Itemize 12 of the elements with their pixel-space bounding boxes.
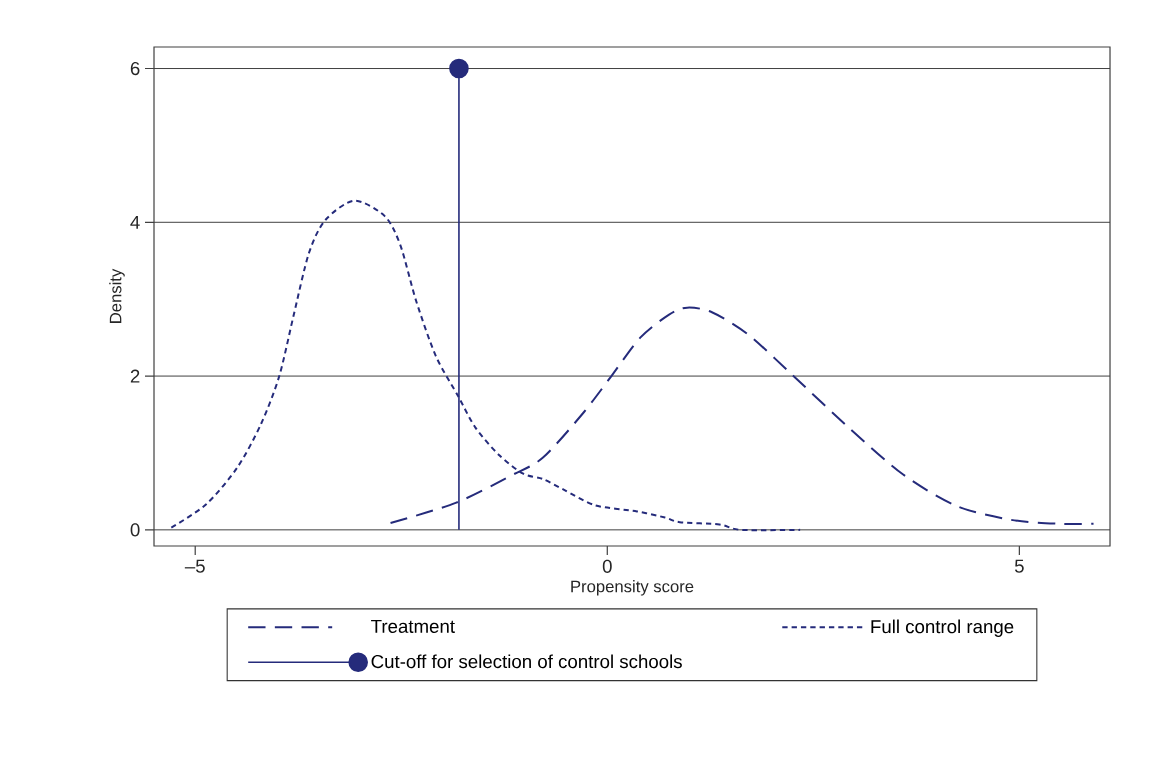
x-axis-title: Propensity score — [571, 580, 694, 596]
x-tick-label: 0 — [602, 559, 612, 573]
legend-label: Cut-off for selection of control schools — [371, 654, 682, 669]
x-tick-label: 5 — [1014, 559, 1024, 573]
y-tick-label: 0 — [130, 523, 140, 537]
x-tick-label: –5 — [184, 559, 205, 573]
y-tick-label: 4 — [130, 215, 140, 229]
y-axis-title: Density — [109, 268, 125, 323]
legend-label: Full control range — [871, 619, 1014, 637]
y-tick-label: 2 — [130, 369, 140, 383]
legend-label: Treatment — [371, 619, 455, 633]
y-tick-label: 6 — [130, 61, 140, 76]
